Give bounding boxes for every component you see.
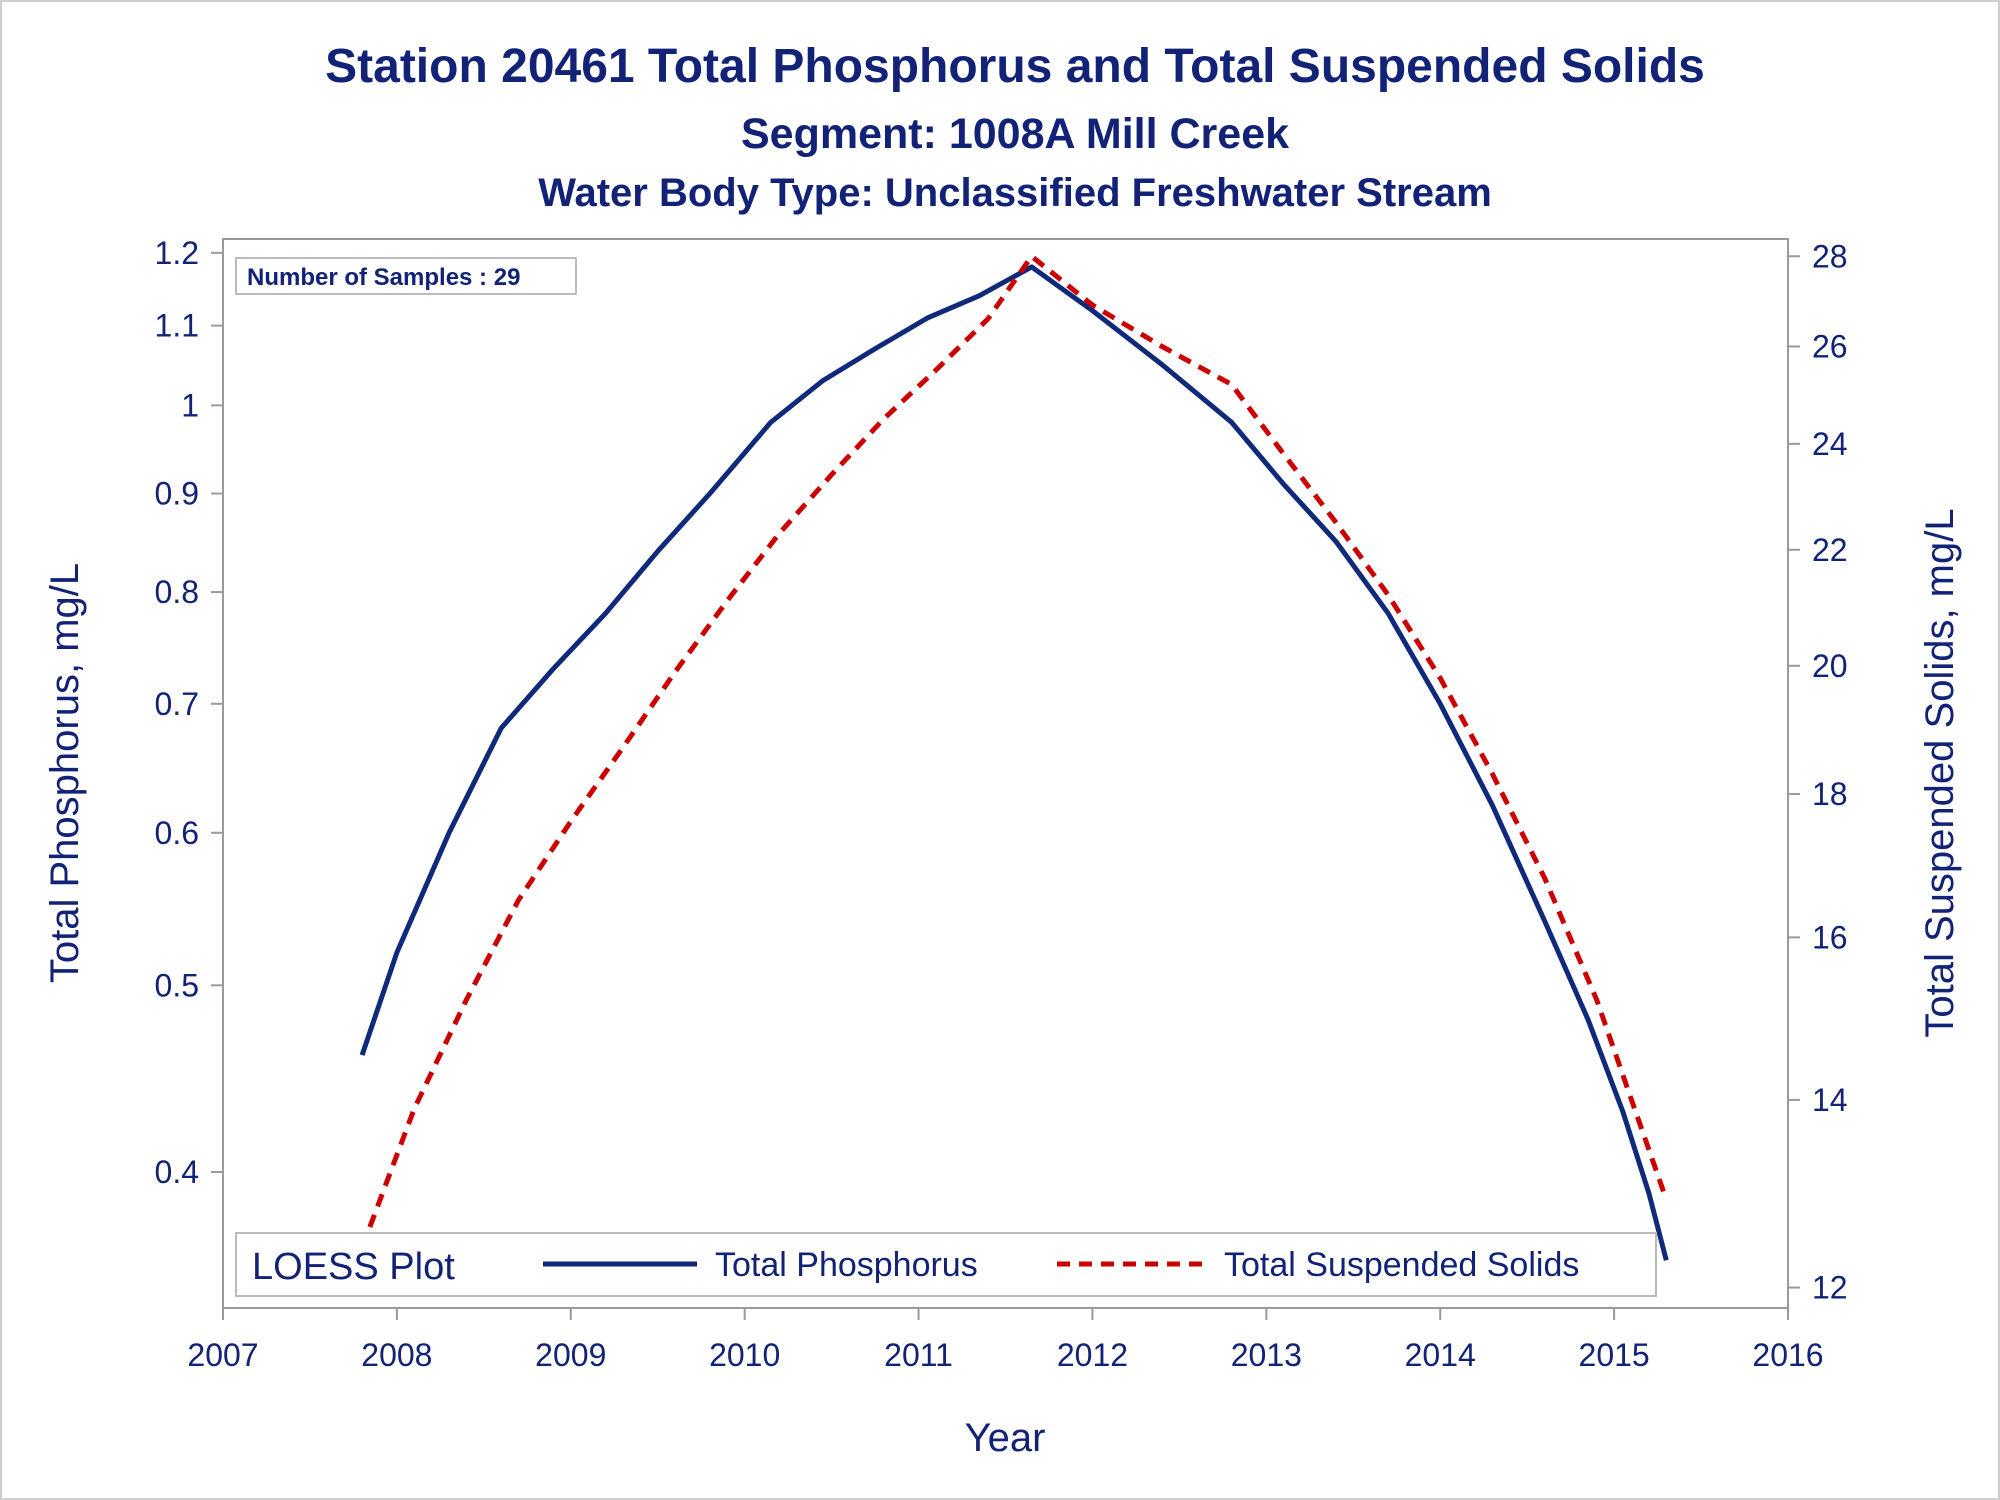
y2-tick-label: 22 <box>1812 532 1848 568</box>
y-axis-label: Total Phosphorus, mg/L <box>43 563 87 983</box>
chart-subtitle-2: Water Body Type: Unclassified Freshwater… <box>538 171 1492 215</box>
x-tick-label: 2010 <box>709 1337 780 1373</box>
x-axis-label: Year <box>965 1416 1046 1460</box>
y2-tick-label: 14 <box>1812 1082 1848 1118</box>
x-tick-label: 2009 <box>535 1337 606 1373</box>
plot-frame <box>222 238 1789 1309</box>
x-tick-label: 2015 <box>1579 1337 1650 1373</box>
x-tick-label: 2008 <box>361 1337 432 1373</box>
y-tick-label: 0.7 <box>155 686 199 722</box>
chart-subtitle: Segment: 1008A Mill Creek <box>741 110 1289 158</box>
y-axis-left: 0.4 0.5 0.6 0.7 0.8 0.9 1 1.1 1.2 <box>155 235 223 1190</box>
x-tick-label: 2013 <box>1231 1337 1302 1373</box>
y-tick-label: 0.6 <box>155 815 199 851</box>
x-tick-label: 2014 <box>1405 1337 1476 1373</box>
y2-tick-label: 28 <box>1812 238 1848 274</box>
legend-box <box>235 1232 1657 1297</box>
x-tick-label: 2012 <box>1057 1337 1128 1373</box>
y-tick-label: 0.9 <box>155 476 199 512</box>
y2-tick-label: 16 <box>1812 919 1848 955</box>
legend-entry-total-suspended-solids: Total Suspended Solids <box>1224 1246 1579 1284</box>
series-line-total-phosphorus <box>359 264 1669 1261</box>
y2-tick-label: 20 <box>1812 648 1848 684</box>
y2-tick-label: 24 <box>1812 426 1848 462</box>
legend-title: LOESS Plot <box>252 1246 455 1288</box>
y2-tick-label: 12 <box>1812 1270 1848 1306</box>
y2-tick-label: 26 <box>1812 328 1848 364</box>
series-line-total-suspended-solids <box>359 253 1669 1249</box>
y-tick-label: 0.4 <box>155 1154 199 1190</box>
y2-tick-label: 18 <box>1812 776 1848 812</box>
y-axis-right: 12 14 16 18 20 22 24 26 28 <box>1788 238 1848 1306</box>
x-tick-label: 2007 <box>187 1337 258 1373</box>
series-layer <box>359 253 1669 1261</box>
y-tick-label: 0.8 <box>155 574 199 610</box>
sample-count-label: Number of Samples : 29 <box>247 264 520 291</box>
chart-title: Station 20461 Total Phosphorus and Total… <box>325 40 1705 93</box>
x-tick-label: 2011 <box>884 1337 953 1373</box>
sample-count-box <box>235 257 577 295</box>
x-tick-label: 2016 <box>1752 1337 1823 1373</box>
y-tick-label: 1.2 <box>155 235 199 271</box>
x-axis: 2007 2008 2009 2010 2011 2012 2013 2014 2015 2016 <box>187 1308 1824 1373</box>
y-tick-label: 1 <box>181 387 199 423</box>
y-tick-label: 1.1 <box>155 308 199 344</box>
y2-axis-label: Total Suspended Solids, mg/L <box>1918 508 1962 1037</box>
legend: LOESS Plot Total Phosphorus Total Suspen… <box>235 1232 1657 1297</box>
y-tick-label: 0.5 <box>155 967 199 1003</box>
legend-entry-total-phosphorus: Total Phosphorus <box>715 1246 978 1284</box>
